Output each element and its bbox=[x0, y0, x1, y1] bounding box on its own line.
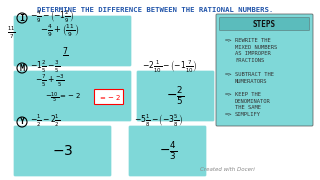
FancyBboxPatch shape bbox=[216, 14, 313, 126]
Text: $-\frac{4}{3}$: $-\frac{4}{3}$ bbox=[159, 140, 177, 162]
Text: $-2\frac{1}{10}-\left(-1\frac{7}{10}\right)$: $-2\frac{1}{10}-\left(-1\frac{7}{10}\rig… bbox=[142, 59, 198, 75]
FancyBboxPatch shape bbox=[14, 126, 111, 176]
Text: =>: => bbox=[225, 72, 233, 77]
Text: I: I bbox=[20, 14, 25, 22]
Text: DETERMINE THE DIFFERENCE BETWEEN THE RATIONAL NUMBERS.: DETERMINE THE DIFFERENCE BETWEEN THE RAT… bbox=[37, 7, 273, 13]
Text: =>: => bbox=[225, 38, 233, 43]
Text: $\frac{11}{7}$: $\frac{11}{7}$ bbox=[7, 25, 15, 41]
FancyBboxPatch shape bbox=[137, 71, 214, 121]
Text: $-\frac{1}{2}-2\frac{1}{2}$: $-\frac{1}{2}-2\frac{1}{2}$ bbox=[30, 113, 60, 129]
FancyBboxPatch shape bbox=[14, 71, 131, 121]
Text: $-\frac{4}{9}-\left(-1\frac{2}{9}\right)$: $-\frac{4}{9}-\left(-1\frac{2}{9}\right)… bbox=[30, 9, 74, 25]
FancyBboxPatch shape bbox=[94, 89, 124, 105]
Text: $-\frac{2}{5}$: $-\frac{2}{5}$ bbox=[166, 85, 184, 107]
Text: STEPS: STEPS bbox=[252, 19, 276, 28]
FancyBboxPatch shape bbox=[14, 16, 131, 66]
Text: KEEP THE
DENOMINATOR
THE SAME: KEEP THE DENOMINATOR THE SAME bbox=[235, 92, 271, 110]
Text: M: M bbox=[20, 64, 25, 73]
Text: Y: Y bbox=[20, 118, 25, 127]
Text: $\frac{7}{\ }$: $\frac{7}{\ }$ bbox=[61, 46, 68, 60]
Text: $=-2$: $=-2$ bbox=[98, 93, 120, 102]
Text: $-3$: $-3$ bbox=[52, 144, 74, 158]
Text: $-1\frac{2}{5}-\frac{3}{5}$: $-1\frac{2}{5}-\frac{3}{5}$ bbox=[30, 59, 60, 75]
Text: $-5\frac{1}{8}-\left(-3\frac{5}{8}\right)$: $-5\frac{1}{8}-\left(-3\frac{5}{8}\right… bbox=[134, 113, 183, 129]
Text: $-\frac{7}{5}+\frac{-3}{5}$: $-\frac{7}{5}+\frac{-3}{5}$ bbox=[35, 73, 65, 89]
Text: =>: => bbox=[225, 92, 233, 97]
FancyBboxPatch shape bbox=[129, 126, 206, 176]
Text: =>: => bbox=[225, 112, 233, 117]
FancyBboxPatch shape bbox=[220, 17, 309, 30]
Text: $-\frac{10}{5}=-2$: $-\frac{10}{5}=-2$ bbox=[45, 91, 81, 105]
Text: SUBTRACT THE
NUMERATORS: SUBTRACT THE NUMERATORS bbox=[235, 72, 274, 84]
Text: Created with Doceri: Created with Doceri bbox=[200, 167, 255, 172]
Text: $-\frac{4}{9}+\left(\frac{11}{9}\right)$: $-\frac{4}{9}+\left(\frac{11}{9}\right)$ bbox=[40, 23, 80, 39]
Text: SIMPLIFY: SIMPLIFY bbox=[235, 112, 261, 117]
Text: REWRITE THE
MIXED NUMBERS
AS IMPROPER
FRACTIONS: REWRITE THE MIXED NUMBERS AS IMPROPER FR… bbox=[235, 38, 277, 63]
